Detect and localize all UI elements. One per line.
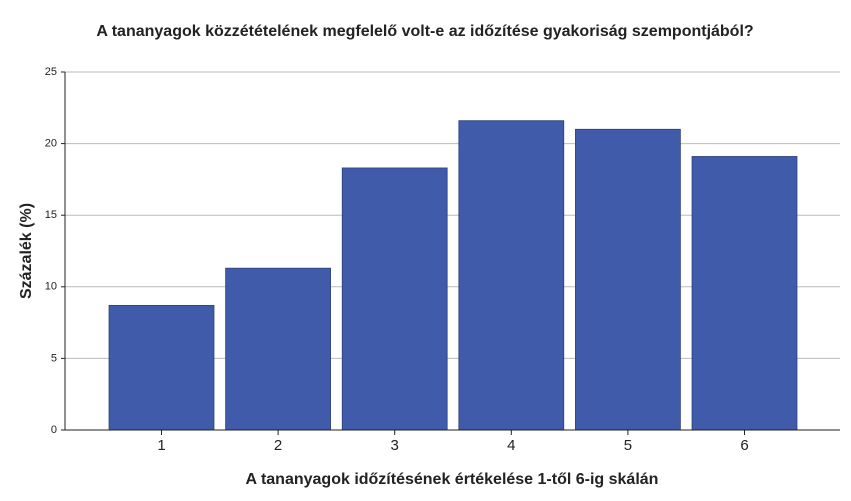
x-tick-label: 6: [740, 437, 748, 454]
bar: [575, 128, 681, 431]
y-tick-label: 5: [51, 352, 57, 364]
x-tick-label: 1: [157, 437, 165, 454]
bar: [225, 267, 331, 431]
bar: [458, 120, 565, 431]
chart-title: A tananyagok közzétételének megfelelő vo…: [96, 23, 753, 40]
y-tick-label: 0: [51, 424, 57, 436]
x-axis-label: A tananyagok időzítésének értékelése 1-t…: [246, 471, 659, 488]
bar: [691, 156, 798, 431]
y-tick-label: 25: [45, 66, 57, 78]
x-tick-label: 4: [507, 437, 515, 454]
x-tick-label: 2: [274, 437, 282, 454]
y-tick-label: 15: [45, 209, 57, 221]
y-tick-label: 20: [45, 138, 57, 150]
bar: [341, 167, 448, 431]
x-tick-label: 5: [624, 437, 632, 454]
x-tick-label: 3: [391, 437, 399, 454]
bar: [108, 305, 215, 431]
y-axis-label: Százalék (%): [18, 203, 35, 299]
y-tick-label: 10: [45, 281, 57, 293]
